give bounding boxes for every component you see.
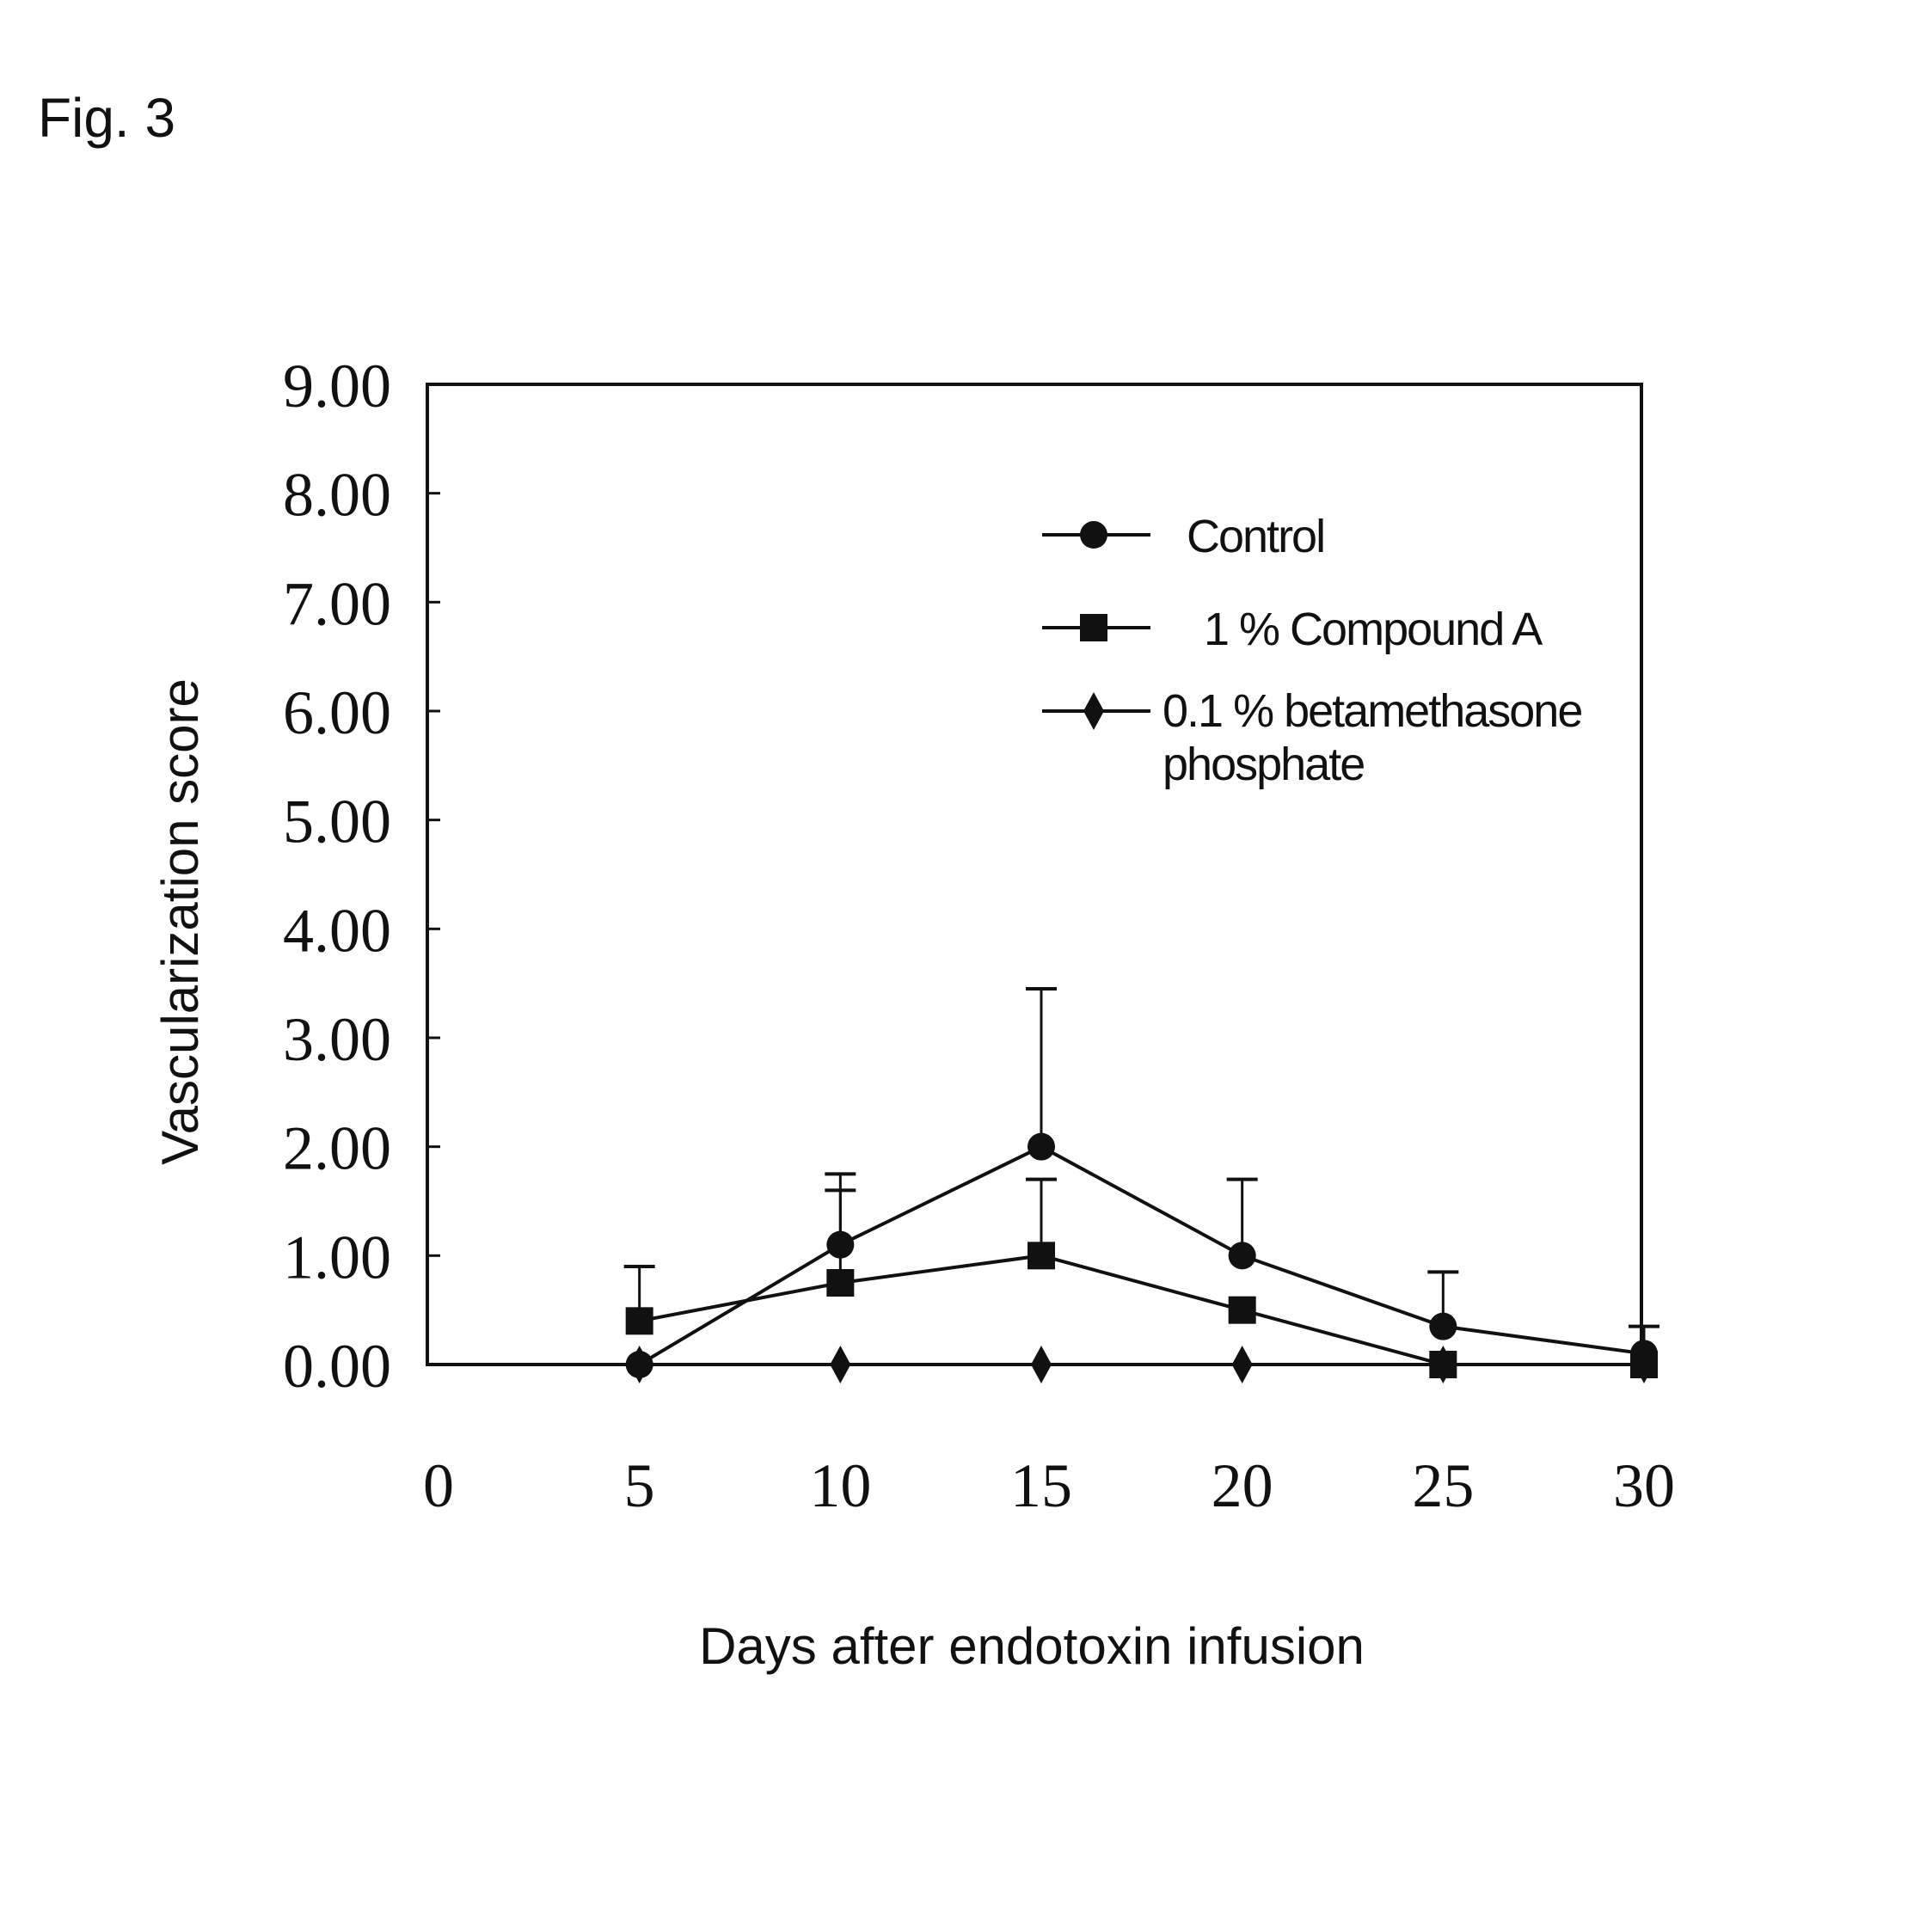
x-tick-label: 20 <box>1212 1451 1273 1520</box>
marker-circle <box>1229 1242 1256 1269</box>
marker-square <box>1080 614 1107 641</box>
series-circle <box>626 989 1659 1378</box>
marker-square <box>826 1269 854 1297</box>
y-tick-label: 7.00 <box>283 569 391 638</box>
y-tick-label: 3.00 <box>283 1005 391 1074</box>
series-line <box>640 1147 1644 1365</box>
marker-diamond <box>1083 692 1104 730</box>
marker-diamond <box>1031 1346 1052 1383</box>
marker-diamond <box>629 1346 650 1383</box>
x-axis-ticks: 0 5 10 15 20 25 30 <box>423 1451 1675 1520</box>
x-tick-label: 30 <box>1613 1451 1675 1520</box>
marker-square <box>1229 1297 1256 1324</box>
y-tick-label: 4.00 <box>283 896 391 965</box>
legend: Control 1 % Compound A 0.1 % betamethasone… <box>1042 511 1581 790</box>
series-line <box>640 1255 1644 1365</box>
legend-label: 0.1 % betamethasonephosphate <box>1163 685 1581 790</box>
y-axis-ticks: 0.00 1.00 2.00 3.00 4.00 5.00 6.00 7.00 8.00 9.00 <box>283 352 440 1401</box>
x-axis-label: Days after endotoxin infusion <box>699 1617 1365 1675</box>
legend-label: Control <box>1187 511 1324 562</box>
y-tick-label: 0.00 <box>283 1332 391 1401</box>
marker-circle <box>1080 521 1107 549</box>
y-tick-label: 6.00 <box>283 678 391 747</box>
x-tick-label: 25 <box>1412 1451 1474 1520</box>
plot-frame <box>427 384 1641 1365</box>
marker-diamond <box>1232 1346 1253 1383</box>
marker-diamond <box>830 1346 850 1383</box>
y-axis-label: Vascularization score <box>151 678 209 1165</box>
y-tick-label: 5.00 <box>283 788 391 856</box>
x-tick-label: 15 <box>1010 1451 1072 1520</box>
series-square <box>624 1174 1658 1378</box>
y-tick-label: 9.00 <box>283 352 391 420</box>
marker-square <box>1028 1242 1055 1269</box>
marker-circle <box>1028 1133 1055 1161</box>
y-tick-label: 2.00 <box>283 1114 391 1183</box>
y-tick-label: 8.00 <box>283 461 391 530</box>
x-tick-label: 10 <box>809 1451 871 1520</box>
legend-label: 1 % Compound A <box>1204 604 1543 655</box>
y-tick-label: 1.00 <box>283 1223 391 1291</box>
series-layer <box>624 989 1659 1383</box>
x-tick-label: 5 <box>624 1451 655 1520</box>
marker-square <box>626 1307 653 1334</box>
series-diamond <box>629 1346 1654 1383</box>
marker-circle <box>1429 1313 1457 1340</box>
x-tick-label: 0 <box>423 1451 454 1520</box>
